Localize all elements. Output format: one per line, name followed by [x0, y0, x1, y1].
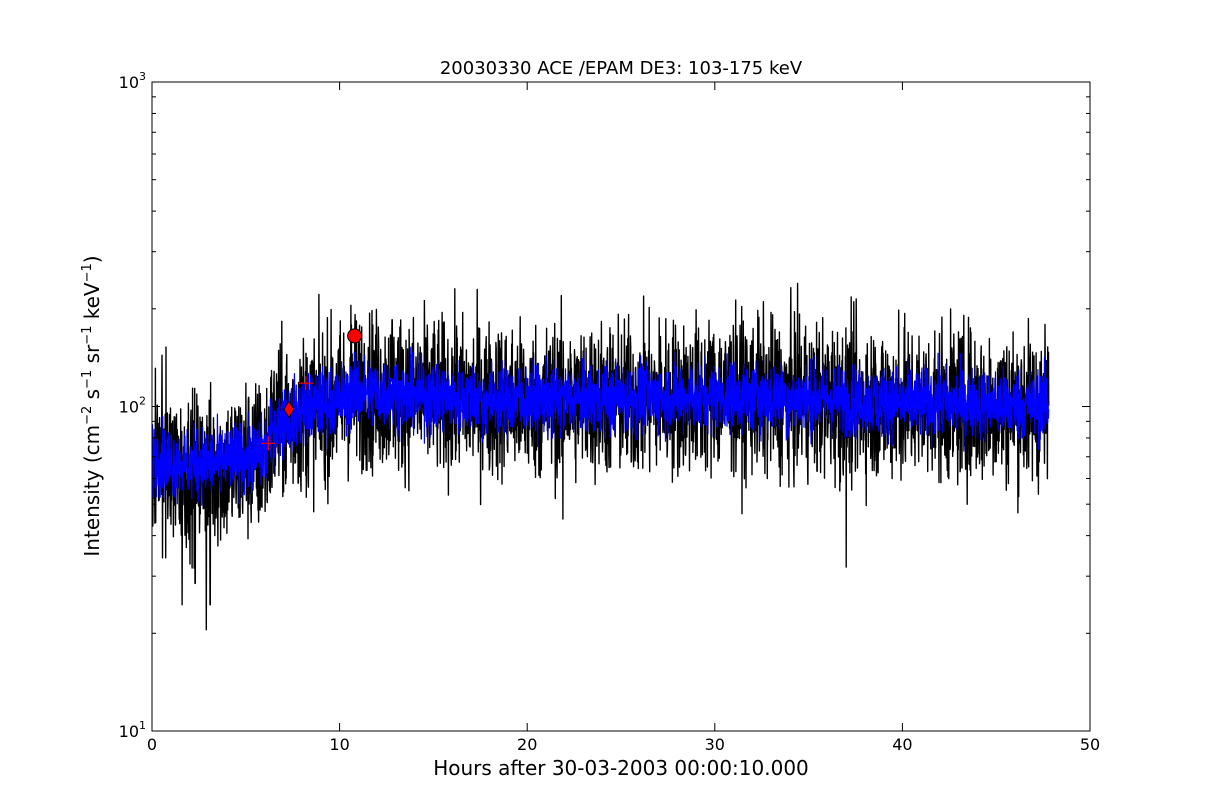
y-tick-label: 101: [119, 719, 146, 741]
x-tick-label: 30: [705, 735, 725, 754]
y-label-text: s: [80, 389, 104, 406]
y-label-text: keV: [80, 282, 104, 326]
y-label-text: sr: [80, 344, 104, 370]
y-label-exp: −1: [80, 370, 95, 389]
y-axis-label: Intensity (cm−2 s−1 sr−1 keV−1): [80, 255, 104, 556]
marker-circle: [347, 328, 363, 344]
y-label-text: ): [80, 255, 104, 263]
y-tick-exponent: 1: [139, 719, 146, 732]
y-tick-exponent: 2: [139, 395, 146, 408]
y-label-text: Intensity (cm: [80, 425, 104, 557]
y-label-exp: −1: [80, 326, 95, 345]
x-tick-label: 0: [147, 735, 157, 754]
series-smoothed-line: [152, 346, 1050, 506]
x-tick-label: 10: [329, 735, 349, 754]
marker-diamond: [283, 400, 295, 419]
marker-plus: [298, 376, 313, 391]
y-tick-base: 10: [119, 73, 139, 92]
y-tick-base: 10: [119, 398, 139, 417]
chart-title: 20030330 ACE /EPAM DE3: 103-175 keV: [440, 58, 803, 79]
y-tick-exponent: 3: [139, 70, 146, 83]
x-tick-label: 50: [1080, 735, 1100, 754]
y-tick-label: 103: [119, 70, 146, 92]
marker-plus: [261, 436, 276, 451]
y-label-exp: −2: [80, 406, 95, 425]
y-label-exp: −1: [80, 263, 95, 282]
plot-area: [152, 282, 1050, 631]
y-tick-base: 10: [119, 722, 139, 741]
x-axis-label: Hours after 30-03-2003 00:00:10.000: [433, 756, 809, 780]
y-tick-label: 102: [119, 395, 146, 417]
series-raw-line: [152, 282, 1050, 631]
x-tick-label: 40: [892, 735, 912, 754]
x-tick-label: 20: [517, 735, 537, 754]
